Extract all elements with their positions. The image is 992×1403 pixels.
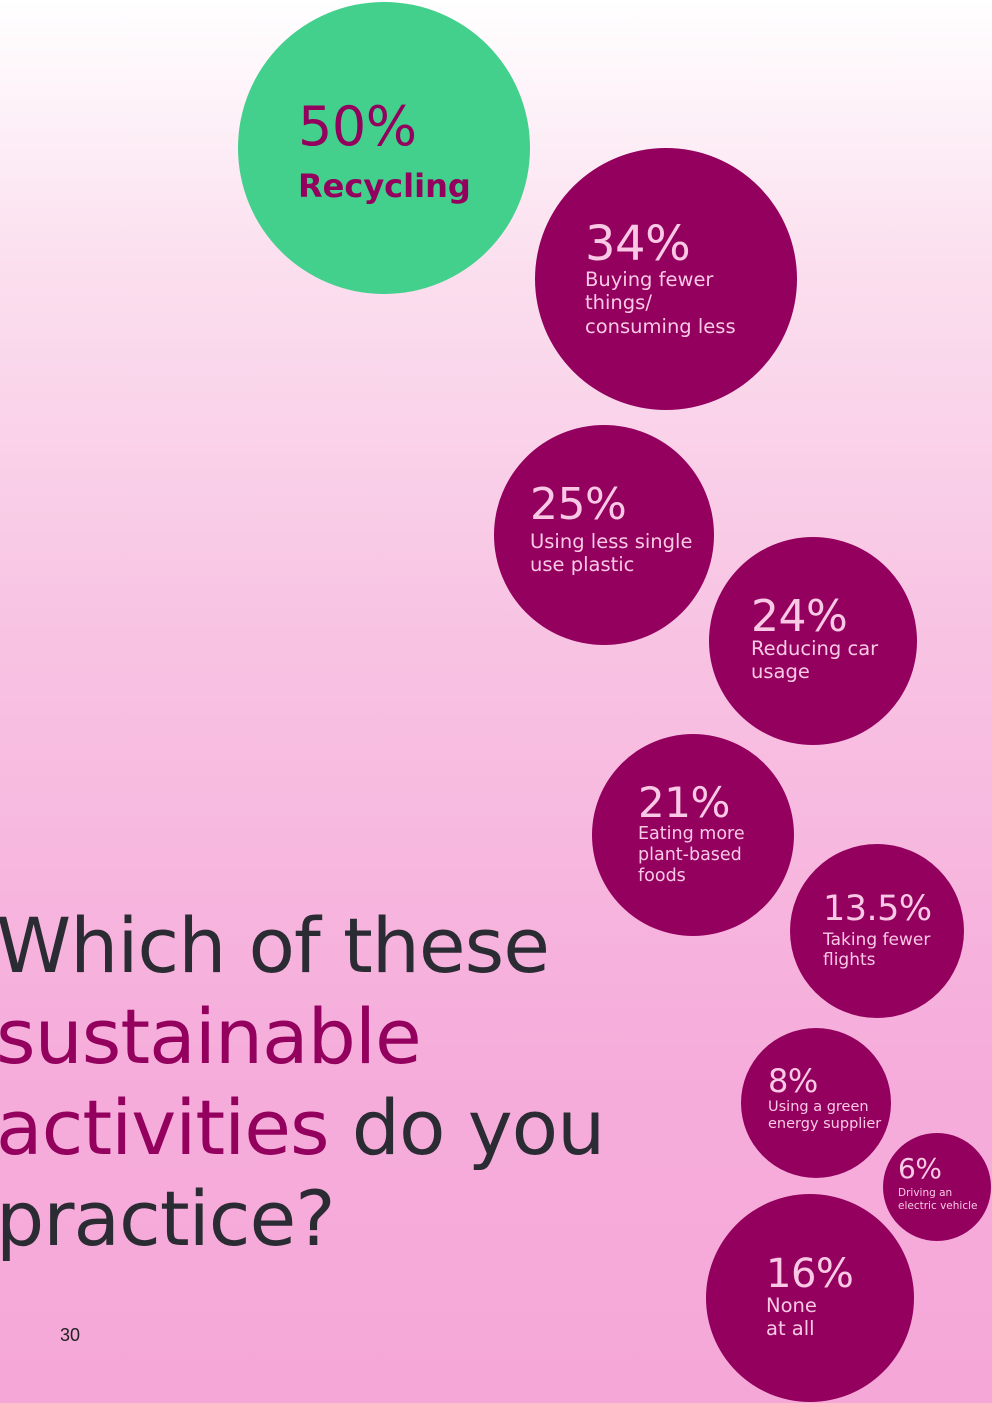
bubble-value: 50% [298,95,417,158]
question-line-3-rest: do you [328,1083,606,1172]
bubble-7: 8% Using a green energy supplier [741,1028,891,1178]
bubble-value: 16% [766,1251,854,1297]
page-number: 30 [60,1325,81,1345]
bubble-3: 25% Using less single use plastic [494,425,714,645]
bubble-9: 16% None at all [706,1194,914,1402]
bubble-label: Reducing car usage [751,637,879,684]
bubble-label: None at all [766,1294,817,1341]
bubble-2: 34% Buying fewer things/ consuming less [535,148,797,410]
question-line-3: activities do you [0,1082,606,1173]
question-heading: Which of these sustainable activities do… [0,900,606,1264]
question-line-4: practice? [0,1174,336,1263]
bubble-value: 21% [638,778,730,827]
bubble-label: Using less single use plastic [530,530,693,577]
question-line-1: Which of these [0,901,550,990]
bubble-value: 25% [530,479,627,530]
bubble-label: Eating more plant-based foods [638,824,745,886]
bubble-4: 24% Reducing car usage [709,537,917,745]
bubble-value: 24% [751,591,848,642]
bubble-1: 50% Recycling [238,2,530,294]
bubble-label: Using a green energy supplier [768,1099,882,1133]
bubble-label: Recycling [298,167,471,205]
bubble-5: 21% Eating more plant-based foods [592,734,794,936]
bubble-value: 8% [768,1062,818,1100]
bubble-value: 34% [585,216,691,272]
bubble-value: 13.5% [823,889,932,929]
bubble-label: Taking fewer flights [823,930,931,971]
bubble-6: 13.5% Taking fewer flights [790,844,964,1018]
bubble-value: 6% [898,1152,942,1185]
question-line-2: sustainable [0,992,422,1081]
bubble-8: 6% Driving an electric vehicle [883,1133,991,1241]
question-accent-word: activities [0,1083,330,1172]
bubble-label: Driving an electric vehicle [898,1187,978,1212]
bubble-label: Buying fewer things/ consuming less [585,268,736,338]
